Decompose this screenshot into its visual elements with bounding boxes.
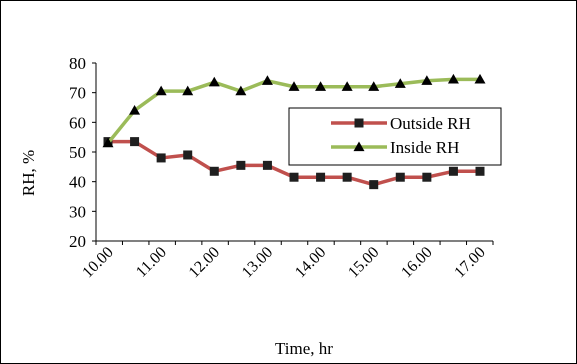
data-point-square (209, 166, 219, 176)
data-point-triangle (341, 81, 353, 91)
y-tick-label: 40 (69, 173, 86, 192)
data-point-square (289, 172, 299, 182)
data-point-square (183, 150, 193, 160)
y-tick-label: 80 (69, 54, 86, 73)
data-point-triangle (155, 85, 167, 96)
data-point-triangle (261, 75, 273, 85)
y-axis-label: RH, % (19, 150, 38, 196)
series-layer (102, 73, 486, 190)
x-tick-label: 11.00 (133, 244, 170, 281)
x-tick-label: 13.00 (239, 244, 276, 281)
data-point-square (130, 137, 140, 147)
legend-label-2: Inside RH (390, 138, 459, 157)
x-tick-label: 14.00 (292, 244, 329, 281)
data-point-triangle (315, 81, 327, 91)
data-point-triangle (182, 85, 194, 96)
y-tick-label: 20 (69, 232, 86, 251)
y-tick-label: 50 (69, 143, 86, 162)
axes (92, 62, 494, 245)
x-tick-label: 17.00 (451, 244, 488, 281)
data-point-square (316, 172, 326, 182)
data-point-triangle (235, 85, 247, 96)
data-point-square (475, 166, 485, 176)
x-tick-label: 12.00 (186, 244, 223, 281)
legend-label-1: Outside RH (390, 114, 471, 133)
data-point-square (369, 180, 379, 190)
data-point-triangle (394, 78, 406, 88)
legend-box (288, 107, 502, 166)
x-tick-label: 16.00 (398, 244, 435, 281)
x-tick-label: 15.00 (345, 244, 382, 281)
data-point-square (262, 160, 272, 170)
data-point-triangle (421, 75, 433, 85)
y-tick-label: 30 (69, 202, 86, 221)
data-point-square (448, 166, 458, 176)
data-point-triangle (102, 137, 114, 148)
data-point-triangle (129, 104, 141, 115)
data-point-triangle (474, 73, 486, 84)
data-point-triangle (368, 81, 380, 91)
data-point-square (236, 160, 246, 170)
x-tick-labels: 10.00 11.00 12.00 13.00 14.00 15.00 16.00 17.00 (79, 244, 488, 281)
data-point-triangle (447, 73, 459, 84)
data-point-square (422, 172, 432, 182)
legend-marker-square (354, 118, 364, 128)
legend: Outside RH Inside RH (288, 107, 502, 166)
data-point-square (156, 153, 166, 163)
data-point-square (395, 172, 405, 182)
data-point-triangle (288, 81, 300, 91)
y-tick-labels: 20 30 40 50 60 70 80 (69, 54, 86, 251)
legend-marker-triangle (353, 141, 365, 152)
x-axis-label: Time, hr (275, 339, 333, 358)
data-point-square (342, 172, 352, 182)
y-tick-label: 70 (69, 84, 86, 103)
y-tick-label: 60 (69, 113, 86, 132)
data-point-triangle (208, 76, 220, 87)
